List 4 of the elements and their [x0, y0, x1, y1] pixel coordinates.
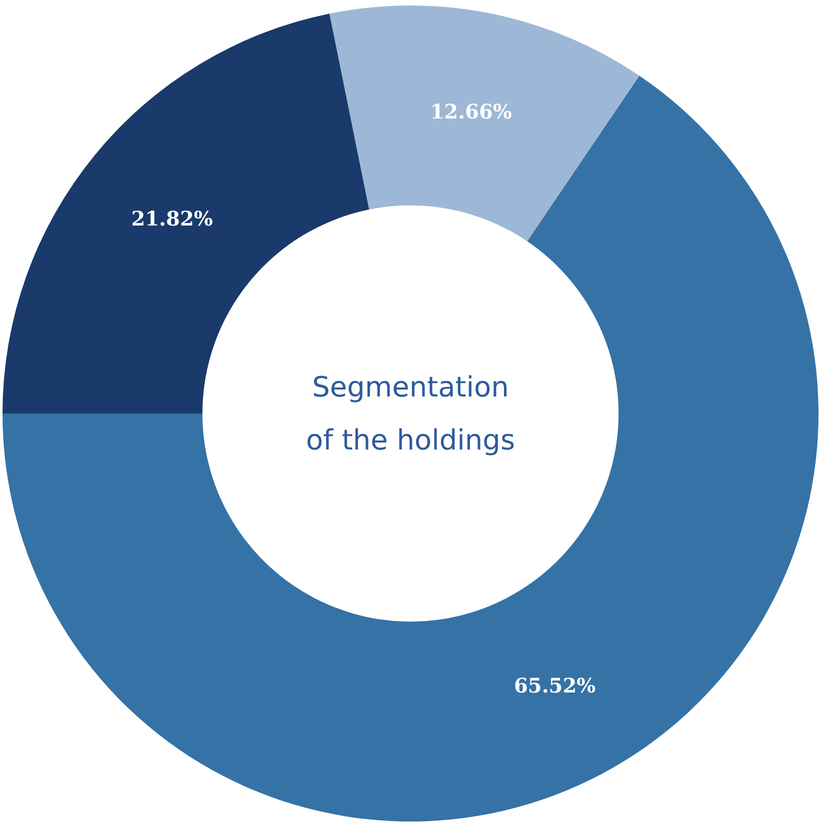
data-label: 12.66%: [430, 99, 512, 124]
data-label: 65.52%: [514, 674, 596, 698]
text: Segmentation of the holdings: [306, 370, 516, 456]
data-label: 21.82%: [131, 206, 213, 230]
